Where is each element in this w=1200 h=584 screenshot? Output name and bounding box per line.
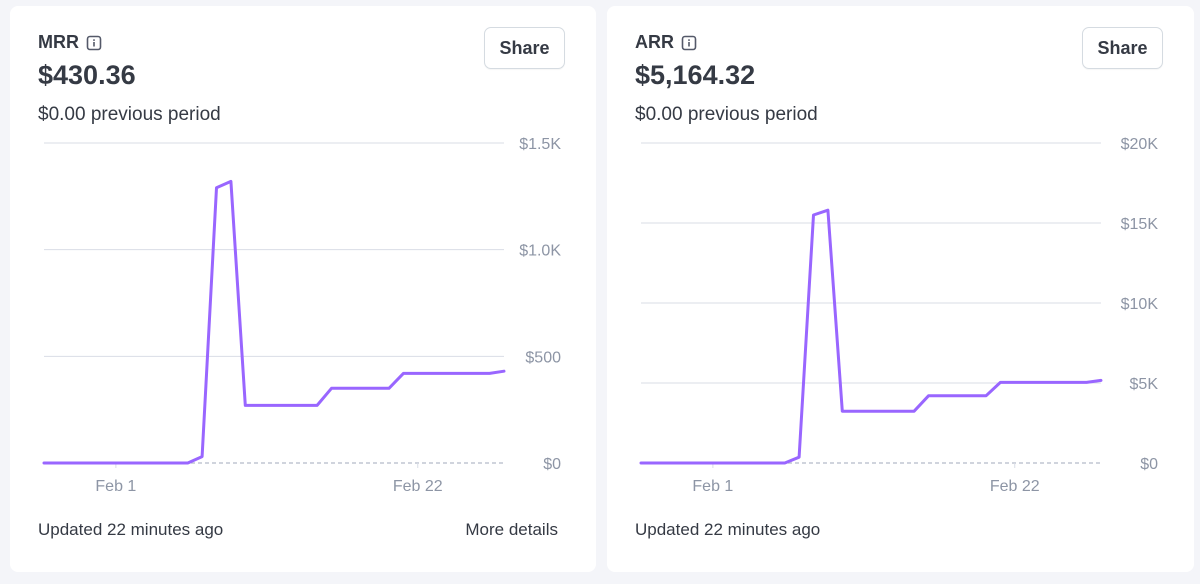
y-tick-label: $0 (543, 456, 561, 473)
previous-period: $0.00 previous period (38, 104, 221, 125)
updated-text: Updated 22 minutes ago (38, 520, 224, 539)
y-tick-label: $1.5K (519, 136, 561, 153)
mrr-chart: $0 $500 $1.0K $1.5K Feb 1 Feb 22 (42, 136, 561, 495)
y-tick-label: $0 (1140, 456, 1158, 473)
series-line (42, 179, 506, 465)
metric-value: $5,164.32 (635, 60, 756, 90)
arr-chart: $0 $5K $10K $15K $20K Feb 1 Feb 22 (639, 136, 1159, 495)
metric-title-text: ARR (635, 32, 674, 52)
x-tick-label: Feb 22 (393, 478, 443, 495)
x-tick-label: Feb 1 (95, 478, 136, 495)
more-details-link[interactable]: More details (465, 520, 558, 539)
y-tick-label: $15K (1121, 216, 1159, 233)
previous-period: $0.00 previous period (635, 104, 818, 125)
info-icon[interactable] (681, 35, 697, 51)
y-tick-label: $10K (1121, 296, 1159, 313)
series-line (639, 208, 1103, 465)
metric-value: $430.36 (38, 60, 136, 90)
share-button[interactable]: Share (484, 27, 565, 69)
arr-card: ARR $5,164.32 $0.00 previous period Shar… (607, 6, 1194, 572)
info-icon[interactable] (86, 35, 102, 51)
metric-title-text: MRR (38, 32, 79, 52)
metric-title: ARR (635, 32, 697, 53)
y-tick-label: $5K (1130, 376, 1159, 393)
y-tick-label: $1.0K (519, 243, 561, 260)
mrr-card: MRR $430.36 $0.00 previous period Share … (10, 6, 596, 572)
y-tick-label: $20K (1121, 136, 1159, 153)
updated-text: Updated 22 minutes ago (635, 520, 821, 539)
x-tick-label: Feb 22 (990, 478, 1040, 495)
metric-title: MRR (38, 32, 102, 53)
share-button[interactable]: Share (1082, 27, 1163, 69)
x-tick-label: Feb 1 (692, 478, 733, 495)
y-tick-label: $500 (525, 349, 561, 366)
